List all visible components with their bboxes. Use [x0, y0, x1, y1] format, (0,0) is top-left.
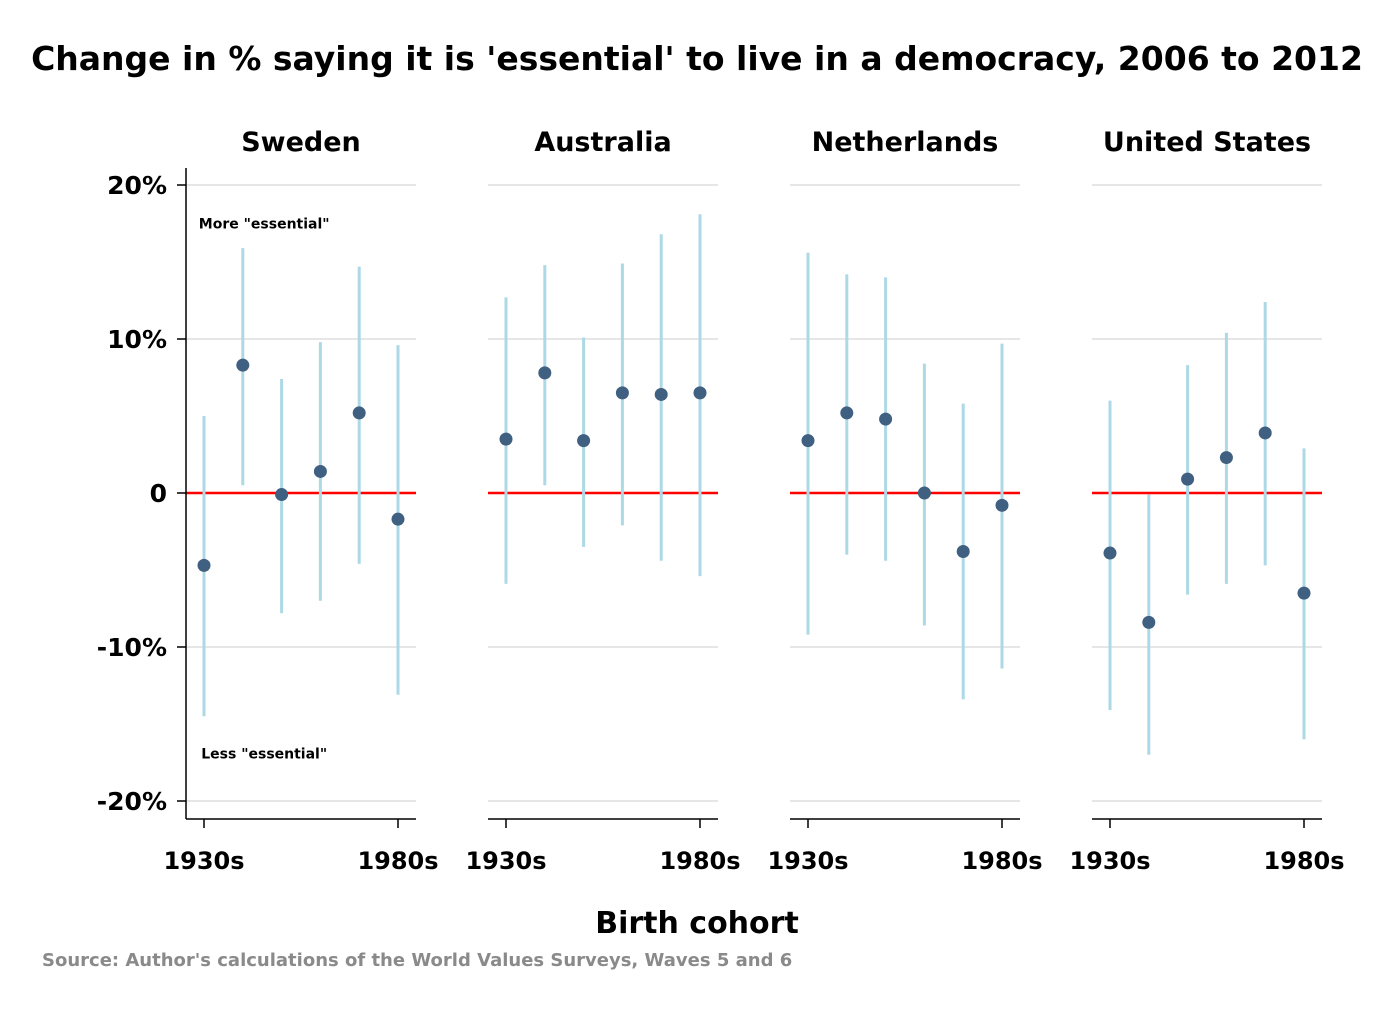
source-note: Source: Author's calculations of the Wor… [42, 950, 792, 971]
x-tick-label: 1980s [659, 847, 740, 875]
panel-netherlands: Netherlands 1930s 1980s [767, 127, 1042, 875]
data-point [275, 488, 289, 502]
data-point [1258, 426, 1272, 440]
x-tick-label: 1930s [767, 847, 848, 875]
data-point [995, 498, 1009, 512]
data-point [499, 432, 513, 446]
x-tick-label: 1930s [465, 847, 546, 875]
data-point [313, 464, 327, 478]
data-point [654, 387, 668, 401]
x-tick-label: 1980s [1263, 847, 1344, 875]
panel-title: Netherlands [812, 127, 999, 158]
data-point [577, 434, 591, 448]
y-tick-label: 20% [107, 171, 167, 200]
data-point [236, 358, 250, 372]
data-point [1219, 451, 1233, 465]
data-point [917, 486, 931, 500]
panel-sweden: Sweden 1930s 1980s [163, 127, 438, 875]
x-tick-label: 1930s [163, 847, 244, 875]
data-point [538, 366, 552, 380]
data-point [1103, 546, 1117, 560]
y-tick-label: 0 [150, 479, 167, 508]
y-tick-label: 10% [107, 325, 167, 354]
data-point [840, 406, 854, 420]
data-point [1297, 586, 1311, 600]
panel-united-states: United States 1930s 1980s [1069, 127, 1344, 875]
data-point [693, 386, 707, 400]
panel-australia: Australia 1930s 1980s [465, 127, 740, 875]
x-tick-label: 1980s [961, 847, 1042, 875]
data-point [1181, 472, 1195, 486]
x-axis-label: Birth cohort [595, 906, 799, 941]
data-point [879, 412, 893, 426]
x-tick-label: 1980s [357, 847, 438, 875]
data-point [956, 545, 970, 559]
data-point [615, 386, 629, 400]
y-tick-label: -20% [97, 787, 167, 816]
panel-title: United States [1103, 127, 1311, 158]
y-tick-label: -10% [97, 633, 167, 662]
panel-title: Australia [534, 127, 671, 158]
data-point [1142, 615, 1156, 629]
y-axis: 20% 10% 0 -10% -20% [97, 168, 187, 819]
annotation-label: More "essential" [199, 217, 330, 233]
data-point [352, 406, 366, 420]
data-point [391, 512, 405, 526]
data-point [197, 558, 211, 572]
data-point [801, 434, 815, 448]
annotation-label: Less "essential" [201, 746, 327, 762]
x-tick-label: 1930s [1069, 847, 1150, 875]
panel-title: Sweden [241, 127, 361, 158]
chart-title: Change in % saying it is 'essential' to … [31, 39, 1363, 78]
